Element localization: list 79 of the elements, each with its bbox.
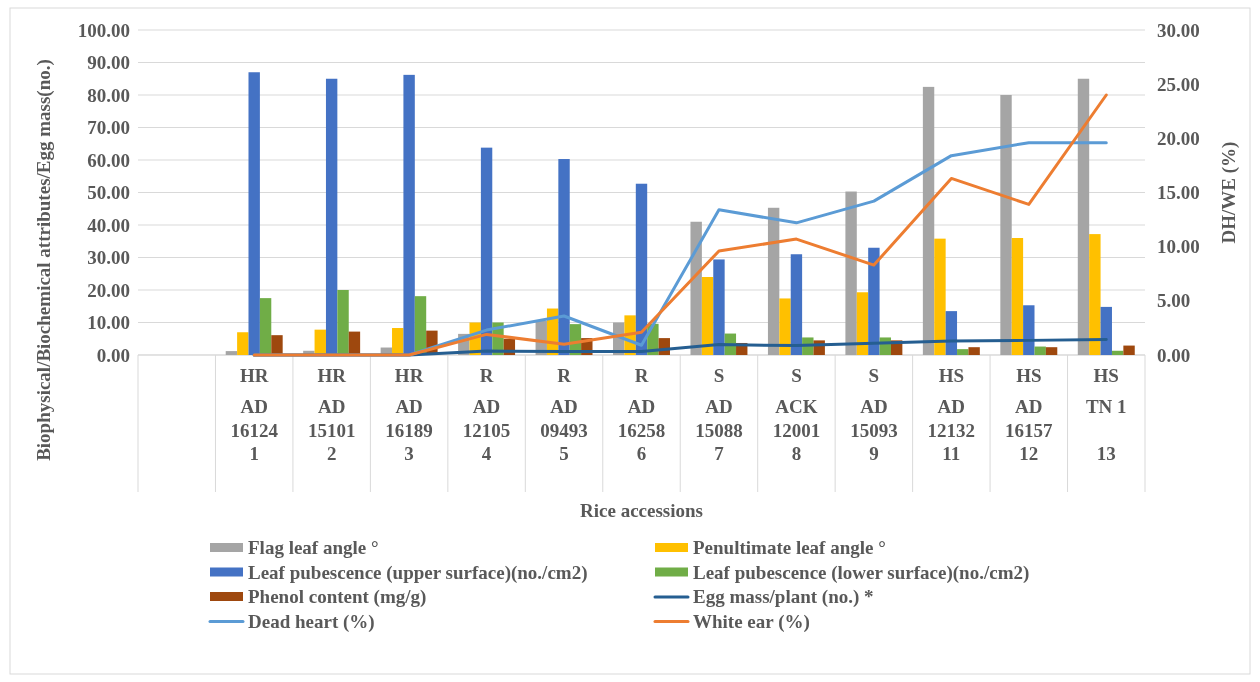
y2-tick-label: 20.00 xyxy=(1157,127,1200,149)
bar xyxy=(392,328,404,355)
x-tick-label: HR AD 16189 3 xyxy=(385,365,433,464)
bar xyxy=(225,351,238,355)
y-tick-label: 60.00 xyxy=(87,149,130,171)
y2-tick-label: 15.00 xyxy=(1157,182,1200,204)
bar xyxy=(868,247,880,355)
x-tick-label: R AD 09493 5 xyxy=(540,365,588,464)
y-tick-label: 40.00 xyxy=(87,214,130,236)
bar xyxy=(945,311,958,355)
bar xyxy=(957,349,969,355)
y-tick-label: 90.00 xyxy=(87,52,130,74)
legend-label: Flag leaf angle ° xyxy=(248,537,379,558)
bar xyxy=(1045,347,1058,355)
y-tick-label: 30.00 xyxy=(87,247,130,269)
bar xyxy=(767,207,780,355)
legend-label: Penultimate leaf angle ° xyxy=(693,537,886,558)
y2-tick-label: 10.00 xyxy=(1157,236,1200,258)
bar xyxy=(480,147,493,355)
y-tick-label: 20.00 xyxy=(87,279,130,301)
y-tick-label: 50.00 xyxy=(87,182,130,204)
bar xyxy=(271,335,283,355)
legend-label: Phenol content (mg/g) xyxy=(248,586,427,608)
x-tick-label: HR AD 16124 1 xyxy=(230,365,279,464)
y-tick-label: 80.00 xyxy=(87,84,130,106)
legend-label: Egg mass/plant (no.) * xyxy=(693,586,874,608)
bar xyxy=(259,298,272,355)
x-tick-label: HR AD 15101 2 xyxy=(307,365,356,464)
bar xyxy=(701,277,714,355)
y2-tick-label: 25.00 xyxy=(1157,73,1200,95)
y-tick-label: 70.00 xyxy=(87,117,130,139)
bar xyxy=(403,74,415,355)
bar xyxy=(1011,238,1024,355)
bar xyxy=(237,332,249,355)
bar xyxy=(1100,306,1112,355)
bar xyxy=(1089,234,1101,355)
legend-label: Leaf pubescence (lower surface)(no./cm2) xyxy=(693,561,1030,584)
y2-tick-label: 30.00 xyxy=(1157,19,1200,41)
bar xyxy=(325,78,338,355)
x-tick-label: HS AD 12132 11 xyxy=(927,365,976,464)
bar xyxy=(790,254,803,355)
x-tick-label: R AD 12105 4 xyxy=(462,365,511,464)
x-tick-label: S ACK 12001 8 xyxy=(772,365,821,464)
y2-tick-label: 5.00 xyxy=(1157,290,1191,312)
legend-label: Dead heart (%) xyxy=(248,610,375,633)
bar xyxy=(314,329,326,355)
bar xyxy=(348,331,361,355)
y-tick-label: 0.00 xyxy=(96,344,130,366)
x-tick-label: HS AD 16157 12 xyxy=(1005,365,1054,464)
bar xyxy=(558,159,570,355)
bar xyxy=(1000,95,1012,355)
y-tick-label: 10.00 xyxy=(87,312,130,334)
y-tick-label: 100.00 xyxy=(77,19,130,41)
bar xyxy=(1111,350,1124,355)
bar xyxy=(934,238,946,355)
y2-axis-title: DH/WE (%) xyxy=(1218,141,1240,244)
bar xyxy=(845,191,857,355)
bar xyxy=(968,347,980,355)
bar xyxy=(1077,78,1090,355)
x-tick-label: S AD 15088 7 xyxy=(695,365,743,464)
bar xyxy=(713,259,725,355)
bar xyxy=(337,290,349,355)
x-axis-title: Rice accessions xyxy=(580,500,703,521)
bar xyxy=(856,292,869,355)
y-axis-title: Biophysical/Biochemical attributes/Egg mass(no.) xyxy=(33,59,55,461)
bar xyxy=(779,298,791,355)
category-label: HS TN 1 13 xyxy=(1085,365,1127,464)
x-tick-label: R AD 16258 6 xyxy=(617,365,666,464)
bar xyxy=(635,183,648,355)
legend-label: White ear (%) xyxy=(693,610,810,633)
bar xyxy=(1034,346,1046,355)
bar xyxy=(922,86,935,355)
bar xyxy=(1123,345,1135,355)
line-series xyxy=(252,93,1108,357)
bar xyxy=(1023,305,1035,355)
y2-tick-label: 0.00 xyxy=(1157,344,1191,366)
bar xyxy=(248,72,260,355)
legend-label: Leaf pubescence (upper surface)(no./cm2) xyxy=(248,561,588,584)
x-tick-label: S AD 15093 9 xyxy=(850,365,898,464)
